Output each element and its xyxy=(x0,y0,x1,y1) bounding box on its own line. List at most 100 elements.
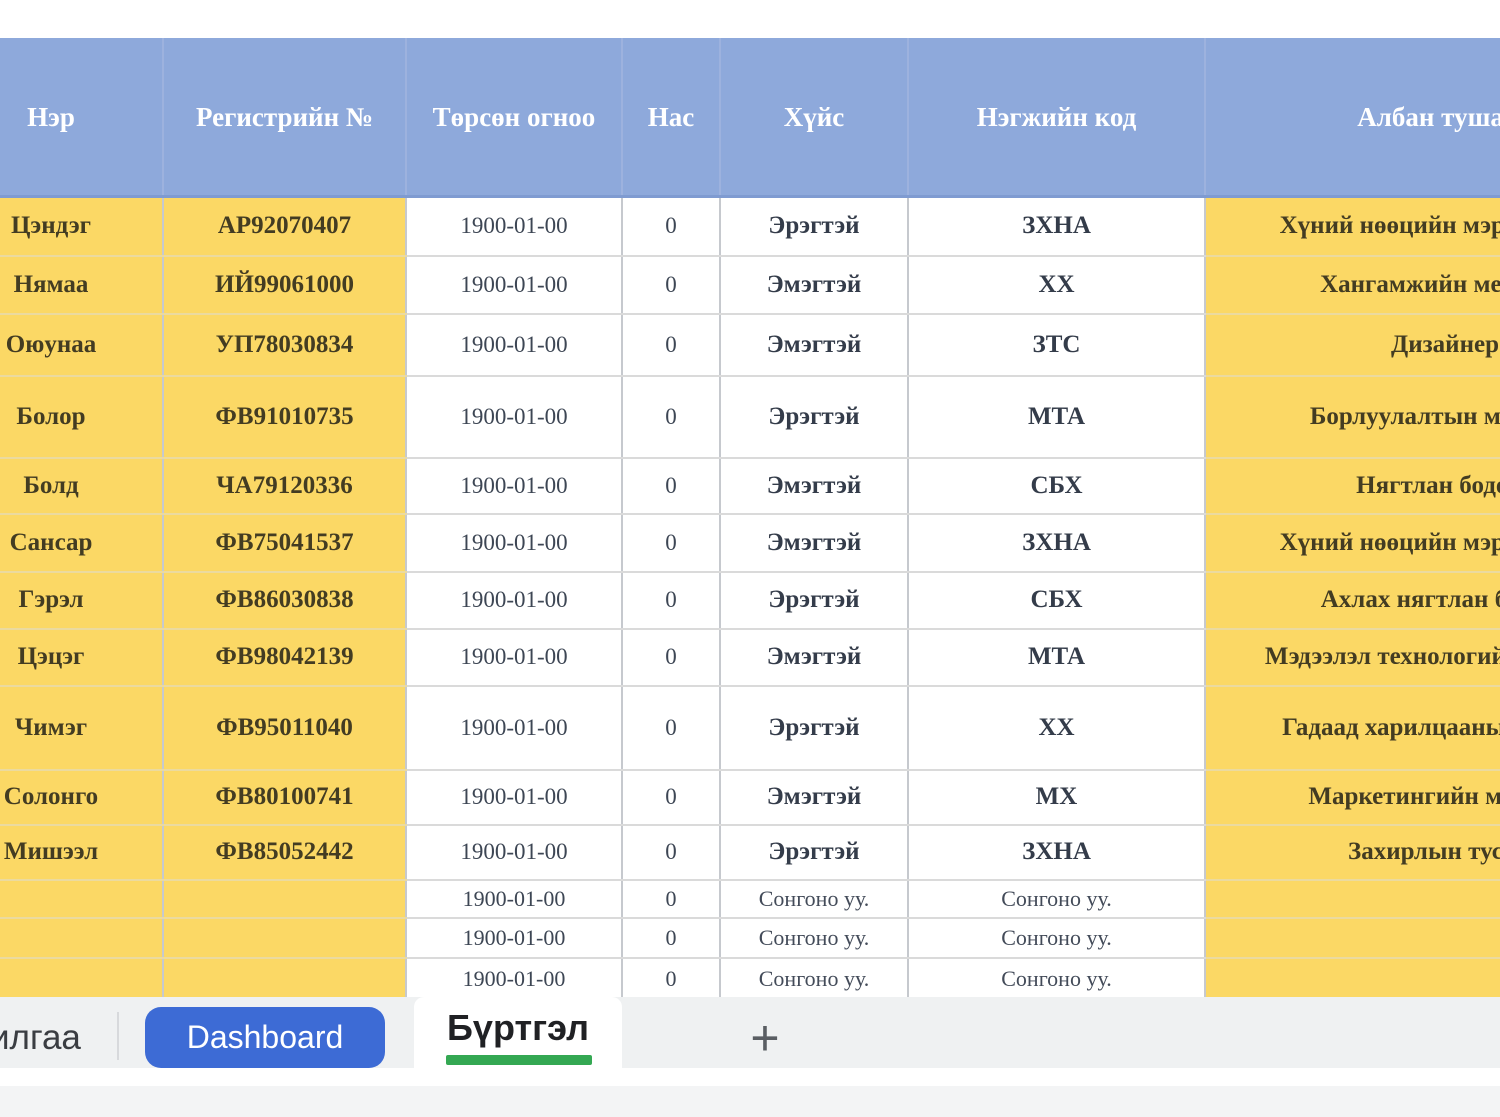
cell-gender[interactable]: Эмэгтэй xyxy=(720,769,909,826)
column-header-position[interactable]: Албан тушаал xyxy=(1205,38,1500,198)
cell-gender[interactable]: Эрэгтэй xyxy=(720,196,909,257)
cell-reg[interactable]: ФВ95011040 xyxy=(163,685,407,771)
cell-unit[interactable]: МТА xyxy=(908,628,1206,687)
cell-position[interactable] xyxy=(1205,879,1500,919)
cell-date[interactable]: 1900-01-00 xyxy=(406,879,623,919)
add-sheet-button[interactable]: + xyxy=(735,1008,795,1068)
cell-date[interactable]: 1900-01-00 xyxy=(406,513,623,573)
cell-position[interactable] xyxy=(1205,957,1500,1001)
cell-position[interactable]: Хүний нөөцийн мэргэжилтэн xyxy=(1205,513,1500,573)
cell-name[interactable]: Чимэг xyxy=(0,685,164,771)
cell-unit[interactable]: СБХ xyxy=(908,457,1206,515)
cell-unit-select[interactable]: Сонгоно уу. xyxy=(908,879,1206,919)
cell-name[interactable]: Гэрэл xyxy=(0,571,164,630)
cell-age[interactable]: 0 xyxy=(622,824,721,881)
cell-age[interactable]: 0 xyxy=(622,255,721,315)
cell-age[interactable]: 0 xyxy=(622,628,721,687)
cell-age[interactable]: 0 xyxy=(622,769,721,826)
cell-reg[interactable]: ИЙ99061000 xyxy=(163,255,407,315)
cell-date[interactable]: 1900-01-00 xyxy=(406,375,623,459)
cell-reg[interactable]: ФВ75041537 xyxy=(163,513,407,573)
cell-reg[interactable] xyxy=(163,879,407,919)
cell-date[interactable]: 1900-01-00 xyxy=(406,769,623,826)
cell-name[interactable]: Цэндэг xyxy=(0,196,164,257)
cell-name[interactable] xyxy=(0,879,164,919)
cell-position[interactable]: Захирлын туслах xyxy=(1205,824,1500,881)
cell-reg[interactable]: ФВ86030838 xyxy=(163,571,407,630)
cell-date[interactable]: 1900-01-00 xyxy=(406,571,623,630)
cell-name[interactable]: Мишээл xyxy=(0,824,164,881)
cell-name[interactable]: Солонго xyxy=(0,769,164,826)
cell-name[interactable]: Оюунаа xyxy=(0,313,164,377)
cell-gender[interactable]: Эрэгтэй xyxy=(720,375,909,459)
cell-position[interactable]: Борлуулалтын менежер xyxy=(1205,375,1500,459)
cell-date[interactable]: 1900-01-00 xyxy=(406,255,623,315)
cell-age[interactable]: 0 xyxy=(622,685,721,771)
cell-reg[interactable]: ФВ98042139 xyxy=(163,628,407,687)
column-header-reg[interactable]: Регистрийн № xyxy=(163,38,407,198)
column-header-name[interactable]: Нэр xyxy=(0,38,164,198)
cell-reg[interactable]: ФВ91010735 xyxy=(163,375,407,459)
cell-gender[interactable]: Эрэгтэй xyxy=(720,571,909,630)
cell-reg[interactable] xyxy=(163,957,407,1001)
cell-name[interactable] xyxy=(0,957,164,1001)
cell-gender-select[interactable]: Сонгоно уу. xyxy=(720,879,909,919)
cell-reg[interactable]: ФВ80100741 xyxy=(163,769,407,826)
cell-gender[interactable]: Эмэгтэй xyxy=(720,313,909,377)
cell-unit[interactable]: ЗХНА xyxy=(908,196,1206,257)
cell-gender[interactable]: Эмэгтэй xyxy=(720,628,909,687)
cell-unit[interactable]: ХХ xyxy=(908,685,1206,771)
cell-name[interactable]: Нямаа xyxy=(0,255,164,315)
cell-date[interactable]: 1900-01-00 xyxy=(406,196,623,257)
cell-age[interactable]: 0 xyxy=(622,513,721,573)
cell-age[interactable]: 0 xyxy=(622,313,721,377)
cell-reg[interactable]: ФВ85052442 xyxy=(163,824,407,881)
cell-name[interactable]: Болор xyxy=(0,375,164,459)
cell-date[interactable]: 1900-01-00 xyxy=(406,685,623,771)
cell-position[interactable]: Хүний нөөцийн мэргэжилтэн xyxy=(1205,196,1500,257)
cell-position[interactable]: Маркетингийн менежер xyxy=(1205,769,1500,826)
cell-reg[interactable]: ЧА79120336 xyxy=(163,457,407,515)
cell-date[interactable]: 1900-01-00 xyxy=(406,917,623,959)
cell-reg[interactable]: АР92070407 xyxy=(163,196,407,257)
cell-date[interactable]: 1900-01-00 xyxy=(406,457,623,515)
cell-gender-select[interactable]: Сонгоно уу. xyxy=(720,917,909,959)
cell-position[interactable] xyxy=(1205,917,1500,959)
cell-gender[interactable]: Эмэгтэй xyxy=(720,457,909,515)
cell-date[interactable]: 1900-01-00 xyxy=(406,824,623,881)
cell-position[interactable]: Дизайнер xyxy=(1205,313,1500,377)
cell-gender[interactable]: Эмэгтэй xyxy=(720,255,909,315)
cell-name[interactable] xyxy=(0,917,164,959)
cell-unit[interactable]: ХХ xyxy=(908,255,1206,315)
cell-unit[interactable]: ЗТС xyxy=(908,313,1206,377)
cell-reg[interactable] xyxy=(163,917,407,959)
cell-gender[interactable]: Эрэгтэй xyxy=(720,824,909,881)
cell-unit-select[interactable]: Сонгоно уу. xyxy=(908,957,1206,1001)
cell-date[interactable]: 1900-01-00 xyxy=(406,313,623,377)
sheet-tab-dashboard[interactable]: Dashboard xyxy=(145,1007,385,1068)
cell-unit-select[interactable]: Сонгоно уу. xyxy=(908,917,1206,959)
cell-unit[interactable]: ЗХНА xyxy=(908,824,1206,881)
cell-position[interactable]: Хангамжийн менежер xyxy=(1205,255,1500,315)
cell-position[interactable]: Мэдээлэл технологийн ажилтан xyxy=(1205,628,1500,687)
cell-name[interactable]: Сансар xyxy=(0,513,164,573)
sheet-tab-partial[interactable]: илгаа xyxy=(0,1018,81,1057)
cell-gender-select[interactable]: Сонгоно уу. xyxy=(720,957,909,1001)
cell-gender[interactable]: Эмэгтэй xyxy=(720,513,909,573)
cell-unit[interactable]: МХ xyxy=(908,769,1206,826)
cell-unit[interactable]: СБХ xyxy=(908,571,1206,630)
cell-name[interactable]: Цэцэг xyxy=(0,628,164,687)
cell-unit[interactable]: МТА xyxy=(908,375,1206,459)
cell-name[interactable]: Болд xyxy=(0,457,164,515)
column-header-unit-code[interactable]: Нэгжийн код xyxy=(908,38,1206,198)
cell-position[interactable]: Ахлах нягтлан бодогч xyxy=(1205,571,1500,630)
cell-age[interactable]: 0 xyxy=(622,196,721,257)
column-header-age[interactable]: Нас xyxy=(622,38,721,198)
cell-reg[interactable]: УП78030834 xyxy=(163,313,407,377)
column-header-birthdate[interactable]: Төрсөн огноо xyxy=(406,38,623,198)
cell-age[interactable]: 0 xyxy=(622,375,721,459)
cell-unit[interactable]: ЗХНА xyxy=(908,513,1206,573)
column-header-gender[interactable]: Хүйс xyxy=(720,38,909,198)
cell-gender[interactable]: Эрэгтэй xyxy=(720,685,909,771)
cell-position[interactable]: Нягтлан бодогч xyxy=(1205,457,1500,515)
